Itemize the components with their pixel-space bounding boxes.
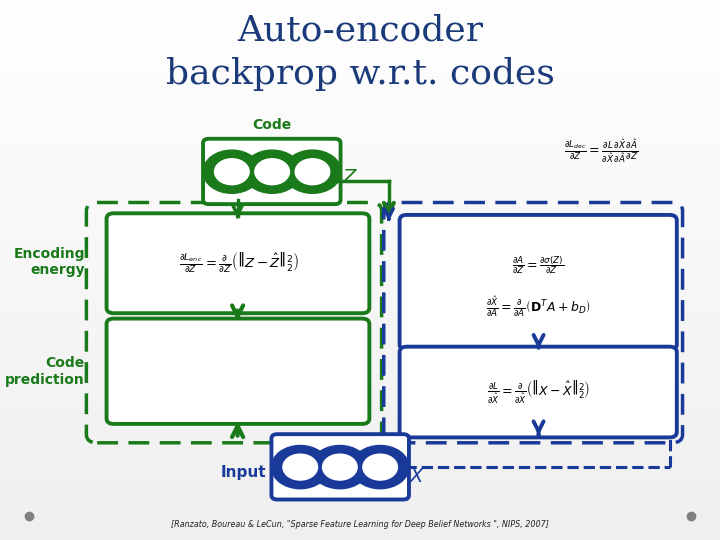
Text: Auto-encoder: Auto-encoder [237, 14, 483, 48]
Circle shape [363, 454, 397, 480]
Text: $\frac{\partial L}{\partial \hat{X}} = \frac{\partial}{\partial \hat{X}}\left(\l: $\frac{\partial L}{\partial \hat{X}} = \… [487, 379, 590, 406]
Text: $\frac{\partial L_{dec}}{\partial Z} = \frac{\partial L}{\partial \hat{X}}\frac{: $\frac{\partial L_{dec}}{\partial Z} = \… [564, 137, 639, 165]
Circle shape [284, 150, 341, 193]
Text: $X$: $X$ [409, 467, 426, 486]
Circle shape [295, 159, 330, 185]
Circle shape [271, 446, 329, 489]
Text: Code: Code [253, 118, 292, 132]
Circle shape [215, 159, 249, 185]
FancyBboxPatch shape [400, 347, 677, 437]
Circle shape [203, 150, 261, 193]
FancyBboxPatch shape [203, 139, 341, 204]
Text: $Z$: $Z$ [342, 167, 358, 187]
Text: $\frac{\partial L_{enc}}{\partial Z} = \frac{\partial}{\partial Z}\left(\left\|Z: $\frac{\partial L_{enc}}{\partial Z} = \… [179, 251, 299, 275]
FancyBboxPatch shape [271, 434, 409, 500]
FancyBboxPatch shape [107, 319, 369, 424]
Circle shape [351, 446, 409, 489]
Text: Input: Input [221, 465, 266, 480]
Text: Encoding
energy: Encoding energy [14, 247, 85, 277]
Text: $\frac{\partial A}{\partial Z} = \frac{\partial \sigma(Z)}{\partial Z}$: $\frac{\partial A}{\partial Z} = \frac{\… [513, 254, 564, 275]
Text: backprop w.r.t. codes: backprop w.r.t. codes [166, 57, 554, 91]
Circle shape [255, 159, 289, 185]
Circle shape [243, 150, 301, 193]
Circle shape [323, 454, 357, 480]
Text: Code
prediction: Code prediction [5, 356, 85, 387]
Circle shape [311, 446, 369, 489]
FancyBboxPatch shape [400, 215, 677, 350]
Text: [Ranzato, Boureau & LeCun, "Sparse Feature Learning for Deep Belief Networks ", : [Ranzato, Boureau & LeCun, "Sparse Featu… [171, 520, 549, 529]
Circle shape [283, 454, 318, 480]
Text: $\frac{\partial \hat{X}}{\partial A} = \frac{\partial}{\partial A}\left(\mathbf{: $\frac{\partial \hat{X}}{\partial A} = \… [487, 295, 590, 319]
FancyBboxPatch shape [107, 213, 369, 313]
